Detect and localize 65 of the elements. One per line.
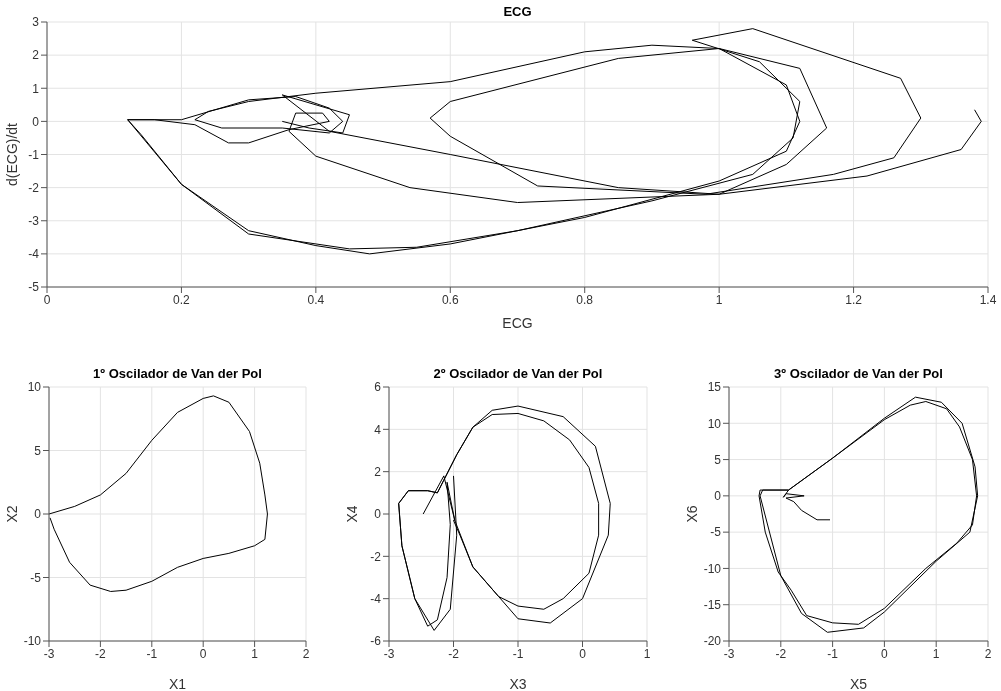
chart-title: ECG bbox=[502, 4, 533, 19]
y-tick-label: 2 bbox=[32, 48, 40, 63]
y-tick-label: -5 bbox=[710, 525, 722, 540]
line-series bbox=[127, 28, 982, 255]
x-tick-label: 1 bbox=[643, 646, 651, 661]
x-tick-label: 0.2 bbox=[173, 292, 191, 307]
chart-title: 2º Oscilador de Van der Pol bbox=[432, 366, 604, 381]
y-tick-label: -3 bbox=[28, 214, 40, 229]
y-tick-label: 2 bbox=[374, 464, 382, 479]
chart-title: 3º Oscilador de Van der Pol bbox=[773, 366, 944, 381]
x-tick-label: -2 bbox=[448, 646, 460, 661]
y-tick-label: 0 bbox=[714, 489, 722, 504]
x-tick-label: -1 bbox=[827, 646, 839, 661]
y-tick-label: 15 bbox=[707, 380, 722, 395]
x-tick-label: 0.6 bbox=[441, 292, 459, 307]
y-tick-label: 1 bbox=[32, 81, 40, 96]
y-tick-label: -5 bbox=[30, 570, 42, 585]
y-tick-label: 6 bbox=[374, 380, 382, 395]
x-tick-label: -2 bbox=[95, 646, 107, 661]
line-series bbox=[758, 396, 979, 633]
x-tick-label: 1 bbox=[251, 646, 259, 661]
x-tick-label: -1 bbox=[512, 646, 524, 661]
y-tick-label: 0 bbox=[32, 114, 40, 129]
y-tick-label: 10 bbox=[707, 416, 722, 431]
y-tick-label: -2 bbox=[370, 549, 382, 564]
y-tick-label: -5 bbox=[28, 280, 40, 295]
x-axis-title: ECG bbox=[502, 315, 533, 331]
x-tick-label: -1 bbox=[146, 646, 158, 661]
x-axis-title: X3 bbox=[509, 676, 527, 691]
y-tick-label: 5 bbox=[34, 443, 42, 458]
y-tick-label: -20 bbox=[703, 634, 722, 649]
x-tick-label: 0.4 bbox=[307, 292, 325, 307]
line-series bbox=[49, 395, 268, 592]
x-tick-label: 0 bbox=[881, 646, 889, 661]
y-tick-label: -1 bbox=[28, 147, 40, 162]
y-tick-label: 10 bbox=[27, 380, 42, 395]
x-axis-title: X5 bbox=[849, 676, 868, 691]
y-tick-label: -10 bbox=[23, 634, 42, 649]
chart-title: 1º Oscilador de Van der Pol bbox=[92, 366, 263, 381]
y-tick-label: -2 bbox=[28, 180, 40, 195]
y-tick-label: 4 bbox=[374, 422, 382, 437]
y-tick-label: 5 bbox=[714, 452, 722, 467]
x-tick-label: 1.4 bbox=[979, 292, 997, 307]
y-axis-title: d(ECG)/dt bbox=[3, 122, 20, 187]
x-tick-label: -2 bbox=[775, 646, 787, 661]
x-tick-label: 1 bbox=[932, 646, 940, 661]
y-tick-label: 3 bbox=[32, 15, 40, 30]
y-tick-label: 0 bbox=[374, 507, 382, 522]
x-tick-label: 2 bbox=[302, 646, 310, 661]
y-axis-title: X6 bbox=[683, 505, 700, 523]
x-tick-label: 0.8 bbox=[576, 292, 594, 307]
y-tick-label: 0 bbox=[34, 507, 42, 522]
y-tick-label: -4 bbox=[28, 247, 40, 262]
x-tick-label: 0 bbox=[579, 646, 587, 661]
x-tick-label: 2 bbox=[984, 646, 992, 661]
y-tick-label: -4 bbox=[370, 591, 382, 606]
y-tick-label: -10 bbox=[703, 561, 722, 576]
x-tick-label: 0 bbox=[199, 646, 207, 661]
y-axis-title: X2 bbox=[3, 505, 20, 523]
y-tick-label: -6 bbox=[370, 634, 382, 649]
y-axis-title: X4 bbox=[343, 505, 360, 523]
x-axis-title: X1 bbox=[168, 676, 187, 691]
y-tick-label: -15 bbox=[703, 597, 722, 612]
x-tick-label: 1.2 bbox=[845, 292, 863, 307]
line-series bbox=[398, 405, 611, 631]
